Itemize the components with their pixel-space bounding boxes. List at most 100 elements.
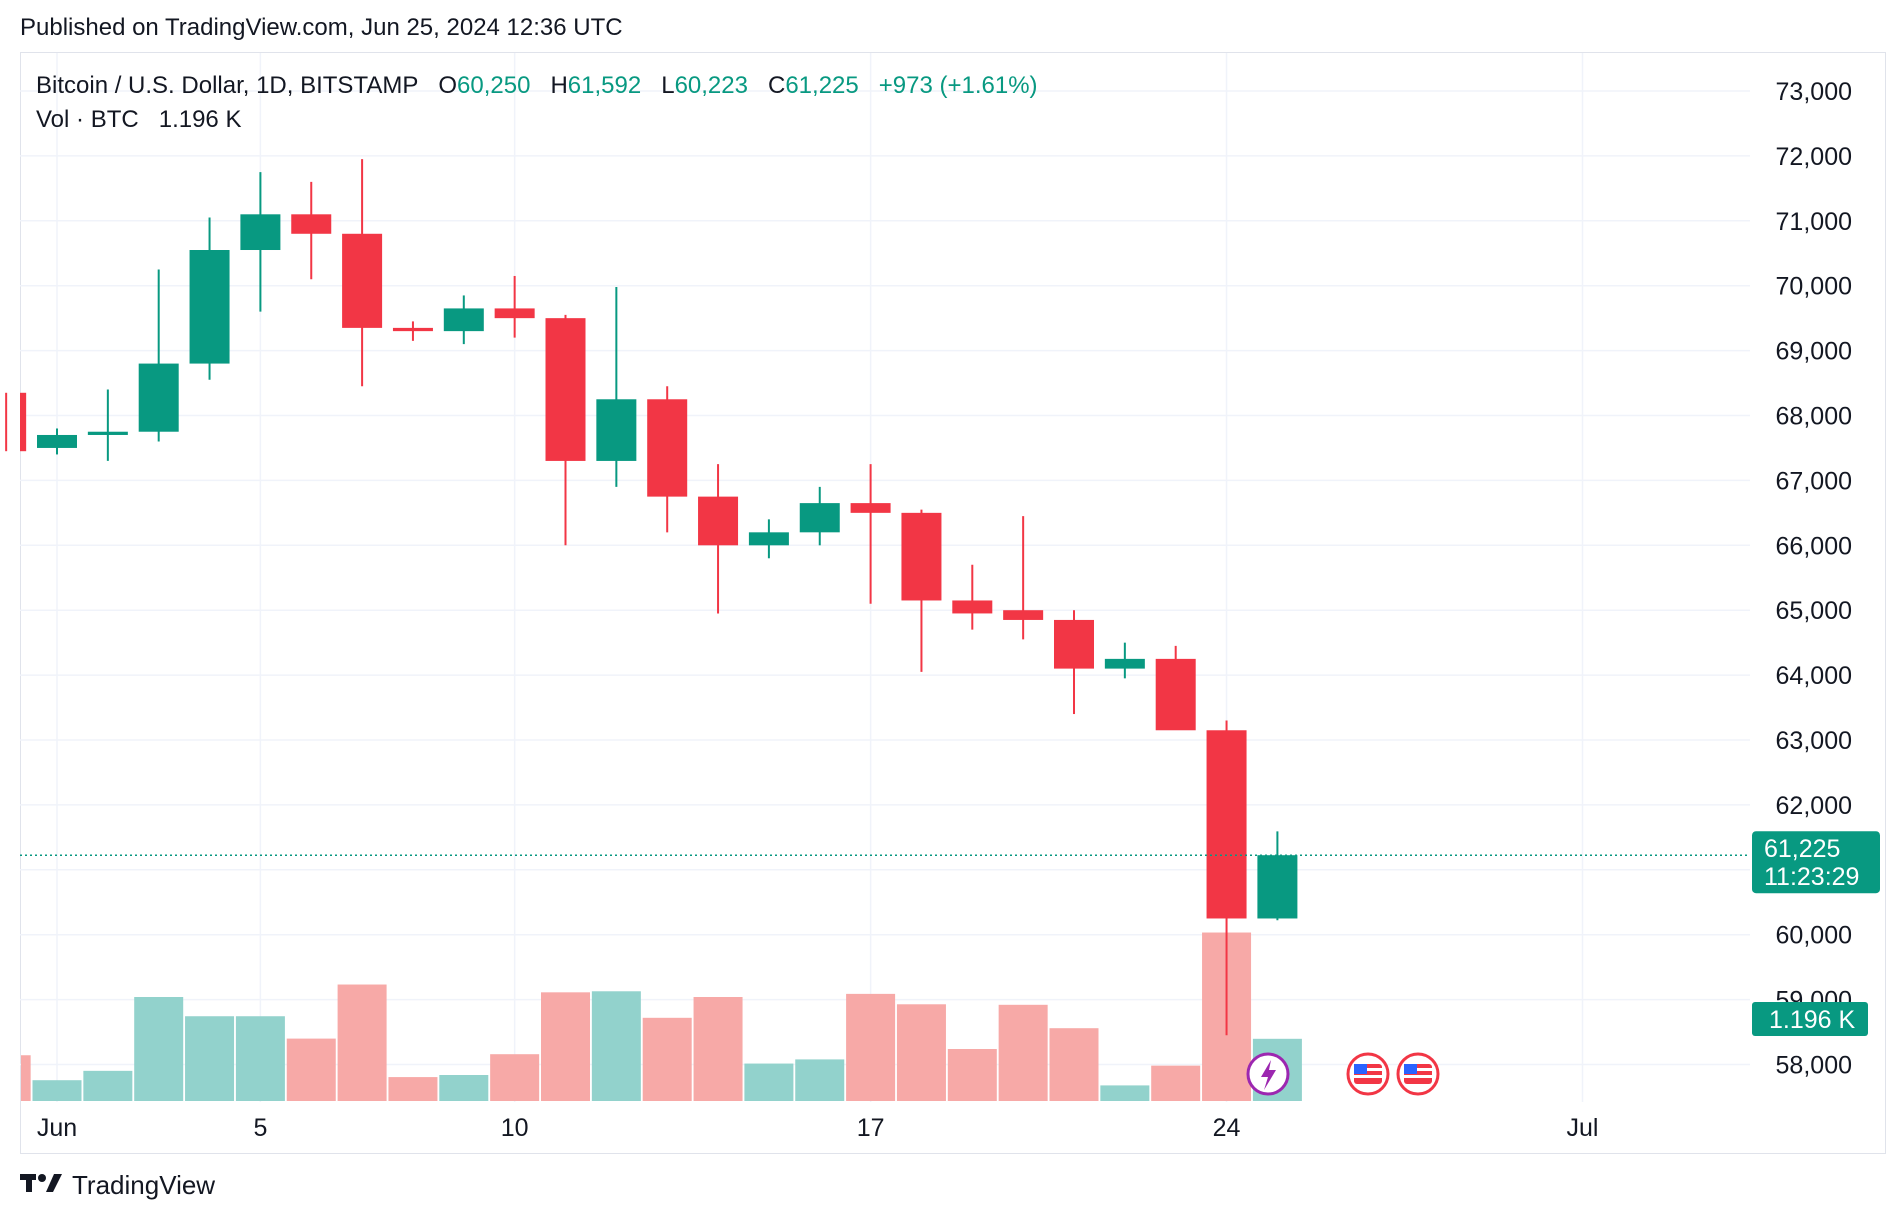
candle-body (87, 431, 128, 435)
volume-bar (235, 1016, 285, 1101)
x-axis-labels: Jun 5 10 17 24 Jul (37, 1114, 1599, 1142)
footer-brand[interactable]: TradingView (20, 1170, 215, 1201)
y-tick-label: 62,000 (1776, 792, 1852, 820)
legend-close: 61,225 (785, 72, 859, 99)
lightning-event-icon (1246, 1052, 1290, 1096)
legend-close-label: C (767, 72, 786, 99)
volume-bars (21, 932, 1302, 1101)
legend-open-label: O (438, 72, 458, 99)
volume-bar (1049, 1028, 1099, 1101)
y-tick-label: 70,000 (1776, 273, 1852, 301)
volume-bar (134, 997, 184, 1101)
y-tick-label: 64,000 (1776, 662, 1852, 690)
us-flag-event-icon (1396, 1052, 1440, 1096)
volume-bar (1151, 1065, 1201, 1101)
candle-body (647, 399, 688, 497)
countdown-value: 11:23:29 (1764, 863, 1859, 891)
volume-bar (21, 1055, 31, 1101)
candle-body (342, 233, 383, 328)
candle-body (748, 532, 789, 546)
volume-bar (286, 1038, 336, 1101)
flag-stripe (1404, 1068, 1432, 1071)
volume-bar (642, 1017, 692, 1101)
flag-canton (1354, 1064, 1367, 1074)
candle-body (545, 318, 586, 461)
ohlc-legend: Bitcoin / U.S. Dollar, 1D, BITSTAMP O60,… (36, 72, 1038, 100)
volume-bar (795, 1059, 845, 1101)
candle-body (392, 327, 433, 332)
volume-bar (693, 997, 743, 1101)
y-tick-label: 67,000 (1776, 467, 1852, 495)
volume-bar (744, 1063, 794, 1101)
flag-stripe (1354, 1075, 1382, 1078)
x-tick-label: Jul (1567, 1114, 1599, 1142)
candle-body (20, 392, 27, 452)
candle-body (1155, 658, 1196, 731)
candle-body (1003, 610, 1044, 620)
y-tick-label: 65,000 (1776, 597, 1852, 625)
y-tick-label: 60,000 (1776, 922, 1852, 950)
volume-bar (541, 992, 590, 1101)
volume-bar (1100, 1085, 1150, 1101)
volume-bar (337, 984, 387, 1101)
y-tick-label: 58,000 (1776, 1052, 1852, 1080)
legend-vol-label[interactable]: Vol · BTC (36, 106, 139, 133)
legend-change: +973 (+1.61%) (878, 72, 1038, 99)
candle-body (443, 308, 484, 332)
volume-bar (947, 1049, 997, 1101)
volume-tag-value: 1.196 K (1769, 1006, 1856, 1034)
footer-brand-name: TradingView (72, 1170, 216, 1200)
last-price-value: 61,225 (1764, 835, 1840, 863)
y-tick-label: 72,000 (1776, 143, 1852, 171)
y-tick-label: 73,000 (1776, 78, 1852, 106)
flag-stripe (1404, 1075, 1432, 1078)
flag-stripe (1354, 1068, 1382, 1071)
candle-body (901, 512, 942, 601)
candle-body (1257, 855, 1298, 919)
legend-vol-value: 1.196 K (158, 106, 242, 133)
volume-legend: Vol · BTC 1.196 K (36, 106, 241, 134)
candle-body (1054, 619, 1094, 669)
legend-high: 61,592 (567, 72, 642, 99)
volume-bar (32, 1080, 82, 1101)
y-axis-labels: 58,00059,00060,00062,00063,00064,00065,0… (1776, 78, 1852, 1080)
candle-body (596, 399, 637, 461)
candle-body (138, 363, 179, 432)
y-tick-label: 68,000 (1776, 403, 1852, 431)
event-markers (1246, 1052, 1440, 1096)
volume-bar (439, 1075, 489, 1101)
x-tick-label: Jun (37, 1114, 77, 1142)
volume-bar (490, 1054, 540, 1101)
volume-bar (998, 1004, 1048, 1101)
us-flag-event-icon (1346, 1052, 1390, 1096)
candle-body (799, 503, 840, 533)
volume-bar (388, 1077, 438, 1101)
chart-frame (20, 52, 1886, 1154)
x-tick-label: 5 (253, 1114, 267, 1142)
candle-body (952, 600, 993, 614)
grid-lines (20, 53, 1750, 1102)
candle-body (189, 250, 230, 364)
legend-high-label: H (550, 72, 568, 99)
y-tick-label: 71,000 (1776, 208, 1852, 236)
y-tick-label: 69,000 (1776, 338, 1852, 366)
legend-symbol[interactable]: Bitcoin / U.S. Dollar, 1D, BITSTAMP (36, 72, 419, 99)
x-tick-label: 17 (857, 1114, 885, 1142)
volume-tag (1752, 1002, 1868, 1036)
volume-bar (185, 1016, 235, 1101)
x-tick-label: 10 (501, 1114, 529, 1142)
flag-canton (1404, 1064, 1417, 1074)
candle-body (240, 214, 281, 251)
last-price-tag (1752, 831, 1880, 894)
candle-body (1206, 730, 1247, 919)
candle-body (698, 496, 739, 546)
tradingview-logo-icon (20, 1170, 64, 1201)
volume-bar (591, 991, 641, 1101)
candle-body (291, 214, 332, 234)
candle-body (850, 503, 891, 513)
x-tick-label: 24 (1213, 1114, 1241, 1142)
volume-bar (846, 993, 896, 1101)
candle-body (37, 434, 77, 448)
